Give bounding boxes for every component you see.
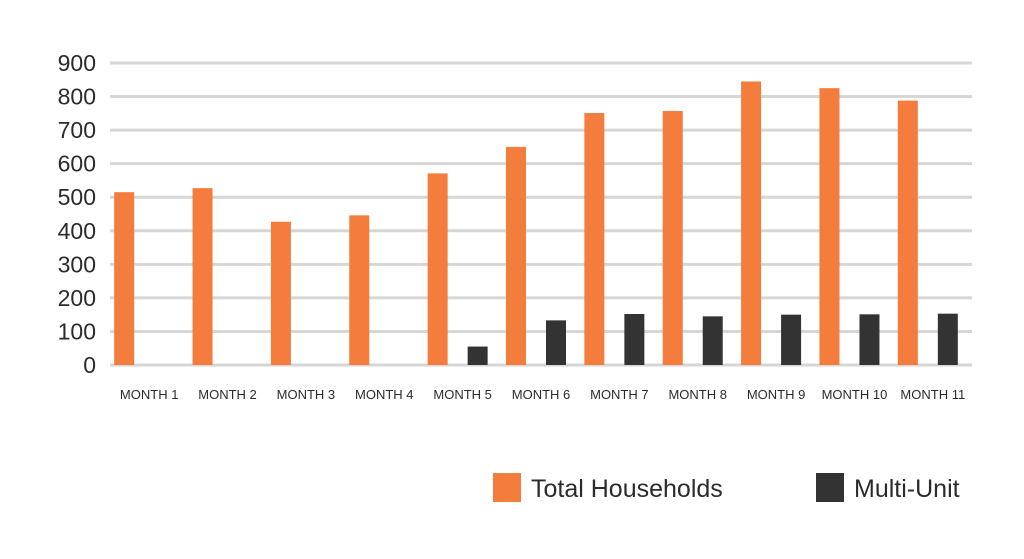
y-tick-label: 900	[58, 50, 96, 76]
bar-total-households-10	[819, 88, 840, 366]
bar-total-households-7	[584, 112, 605, 366]
y-tick-label: 800	[58, 84, 96, 110]
bar-multi-unit-5	[467, 346, 488, 365]
x-tick-label: MONTH 1	[120, 387, 179, 402]
x-tick-label: MONTH 4	[355, 387, 414, 402]
y-tick-label: 200	[58, 285, 96, 311]
legend: Total Households Multi-Unit	[493, 473, 960, 503]
bar-total-households-2	[192, 188, 213, 365]
bars	[114, 81, 958, 366]
y-axis-ticks: 0 100 200 300 400 500 600 700 800 900	[58, 50, 96, 378]
y-tick-label: 100	[58, 318, 96, 344]
y-tick-label: 500	[58, 184, 96, 210]
x-tick-label: MONTH 8	[668, 387, 727, 402]
legend-swatch-total-households	[493, 473, 521, 502]
bar-total-households-9	[741, 81, 762, 365]
x-tick-label: MONTH 6	[512, 387, 571, 402]
legend-label-multi-unit: Multi-Unit	[854, 475, 960, 503]
bar-total-households-4	[349, 215, 370, 365]
bar-multi-unit-11	[937, 313, 958, 365]
bar-multi-unit-6	[546, 320, 566, 365]
x-tick-label: MONTH 5	[433, 387, 492, 402]
bar-total-households-11	[897, 100, 918, 366]
x-axis-ticks: MONTH 1 MONTH 2 MONTH 3 MONTH 4 MONTH 5 MONTH…	[120, 387, 965, 402]
bar-multi-unit-8	[702, 316, 723, 365]
legend-label-total-households: Total Households	[531, 475, 723, 503]
bar-total-households-3	[270, 221, 291, 365]
bar-total-households-1	[114, 192, 135, 365]
bar-multi-unit-9	[781, 314, 802, 365]
y-tick-label: 300	[58, 251, 96, 277]
bar-multi-unit-10	[859, 314, 880, 365]
grid-lines	[110, 61, 972, 367]
x-tick-label: MONTH 9	[747, 387, 806, 402]
y-tick-label: 0	[83, 352, 96, 378]
bar-total-households-8	[662, 110, 683, 366]
bar-total-households-6	[506, 146, 526, 365]
x-tick-label: MONTH 7	[590, 387, 649, 402]
x-tick-label: MONTH 2	[198, 387, 257, 402]
bar-multi-unit-7	[624, 313, 645, 365]
legend-swatch-multi-unit	[816, 473, 844, 502]
y-tick-label: 700	[58, 117, 96, 143]
x-tick-label: MONTH 10	[822, 387, 888, 402]
y-tick-label: 600	[58, 151, 96, 177]
y-tick-label: 400	[58, 218, 96, 244]
bar-total-households-5	[427, 173, 448, 365]
x-tick-label: MONTH 3	[277, 387, 336, 402]
x-tick-label: MONTH 11	[900, 387, 965, 402]
